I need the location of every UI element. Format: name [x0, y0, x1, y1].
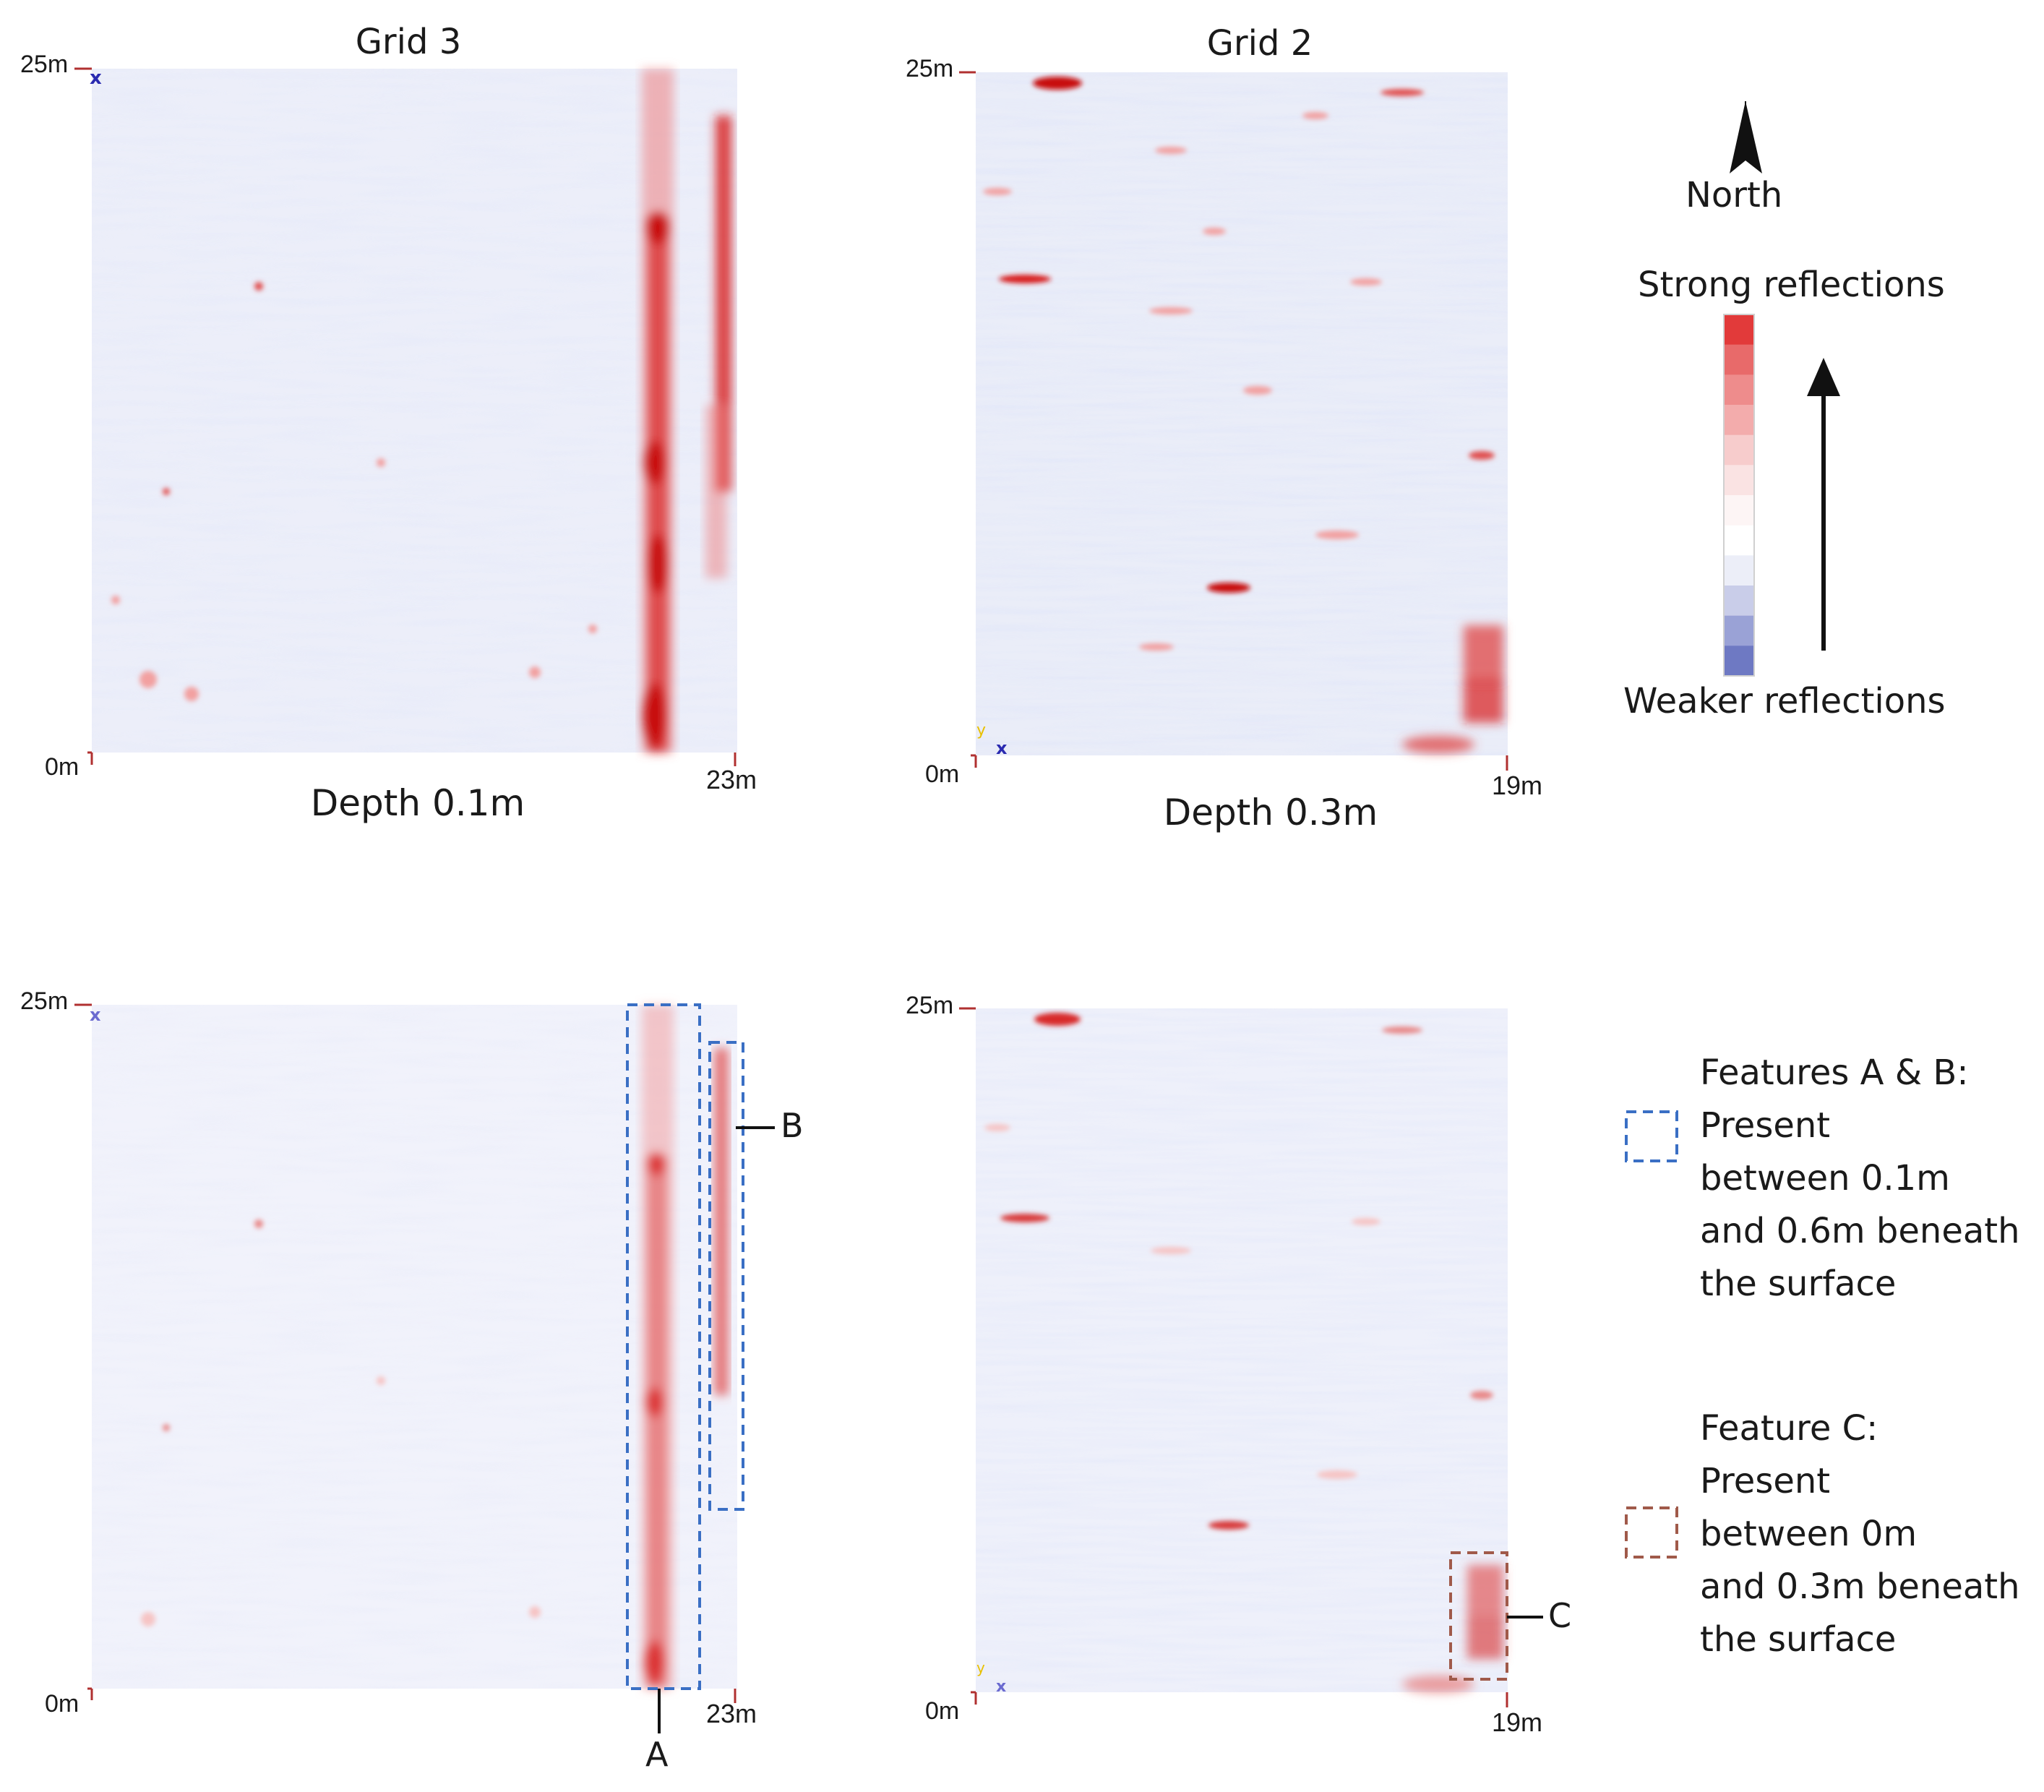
feature-b-anomaly: [705, 116, 731, 578]
origin-marker: x: [90, 1005, 101, 1025]
origin-marker: x: [90, 67, 102, 89]
feature-c-label: C: [1548, 1596, 1572, 1635]
y-axis: [74, 67, 93, 765]
color-scale-step: [1724, 586, 1754, 617]
yellow-marker: y: [976, 1659, 985, 1676]
grid2b-x-max-label: 19m: [1492, 1707, 1543, 1737]
color-scale-step: [1724, 465, 1754, 496]
color-scale-step: [1724, 646, 1754, 677]
legend-blue-dashed-swatch: [1625, 1110, 1678, 1162]
grid2-origin-label: 0m: [925, 760, 960, 788]
grid3-y-max-label: 25m: [20, 51, 69, 78]
color-scale-step: [1724, 314, 1754, 346]
feature-b-anomaly: [714, 1048, 729, 1395]
legend-c-line: between 0m: [1700, 1514, 1918, 1554]
anomaly-streaks: [983, 77, 1495, 651]
legend-feature-c-text: Feature C: Present between 0m and 0.3m b…: [1700, 1402, 2020, 1666]
color-scale-step: [1724, 434, 1754, 466]
weaker-reflections-label: Weaker reflections: [1623, 681, 1946, 721]
color-scale-step: [1724, 525, 1754, 556]
feature-c-anomaly: [1402, 1565, 1503, 1693]
heatmap-texture: [92, 1005, 737, 1689]
grid3b-origin-label: 0m: [45, 1690, 80, 1718]
legend-ab-line: and 0.6m beneath: [1700, 1211, 2020, 1251]
feature-a-label: A: [645, 1735, 669, 1774]
feature-a-anomaly: [642, 1005, 674, 1689]
color-scale-step: [1724, 555, 1754, 586]
color-scale-bar: [1724, 314, 1754, 677]
legend-red-dashed-swatch: [1625, 1506, 1678, 1559]
y-axis: [959, 71, 977, 768]
grid2b-y-max-label: 25m: [906, 992, 954, 1019]
grid3-origin-label: 0m: [45, 753, 80, 781]
grid2-y-max-label: 25m: [906, 55, 954, 82]
legend-ab-line: Present: [1700, 1105, 1831, 1146]
grid2-x-max-label: 19m: [1492, 771, 1543, 800]
origin-marker: x: [996, 738, 1008, 758]
color-scale-step: [1724, 495, 1754, 526]
north-arrow: [1730, 101, 1762, 173]
panel-grid2-annotated: x y: [959, 1007, 1543, 1707]
anomaly-streaks: [984, 1013, 1493, 1530]
color-scale-step: [1724, 344, 1754, 375]
y-axis: [74, 1003, 93, 1700]
legend-ab-line: the surface: [1700, 1264, 1897, 1304]
color-scale-step: [1724, 405, 1754, 436]
strength-arrow: [1807, 358, 1840, 651]
panel-grid2-depth03: x y: [959, 71, 1508, 771]
color-scale-outline: [1723, 314, 1755, 677]
feature-b-label: B: [781, 1106, 804, 1145]
color-scale-step: [1724, 615, 1754, 646]
yellow-marker: y: [976, 721, 986, 739]
y-axis: [959, 1007, 977, 1705]
color-scale-step: [1724, 374, 1754, 406]
legend-features-ab-text: Features A & B: Present between 0.1m and…: [1700, 1047, 2020, 1311]
panel-grid3-depth01: x: [74, 67, 737, 766]
legend-ab-line: between 0.1m: [1700, 1158, 1950, 1199]
legend-c-line: Feature C:: [1700, 1408, 1878, 1449]
heatmap-texture: [976, 72, 1508, 755]
grid3-x-max-label: 23m: [706, 765, 757, 794]
origin-marker: x: [996, 1678, 1006, 1696]
panel-grid3-annotated: x: [74, 1003, 775, 1733]
legend-c-line: the surface: [1700, 1619, 1897, 1660]
heatmap-texture: [92, 69, 737, 753]
feature-a-anomaly: [642, 69, 674, 753]
legend-ab-line: Features A & B:: [1700, 1053, 1969, 1093]
feature-c-anomaly: [1402, 625, 1503, 753]
minor-anomalies: [141, 1219, 541, 1626]
heatmap-texture: [976, 1008, 1508, 1692]
strong-reflections-label: Strong reflections: [1638, 265, 1945, 305]
grid3b-y-max-label: 25m: [20, 987, 69, 1015]
grid2b-origin-label: 0m: [925, 1697, 960, 1725]
feature-b-box: [708, 1041, 744, 1511]
legend-c-line: and 0.3m beneath: [1700, 1566, 2020, 1607]
feature-a-box: [626, 1003, 701, 1690]
grid3b-x-max-label: 23m: [706, 1699, 757, 1728]
legend-c-line: Present: [1700, 1461, 1831, 1501]
north-label: North: [1686, 175, 1783, 215]
minor-anomalies: [111, 282, 597, 701]
